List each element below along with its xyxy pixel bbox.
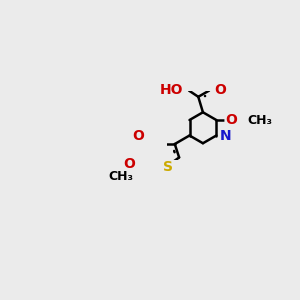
Text: O: O (123, 158, 135, 171)
Text: CH₃: CH₃ (108, 169, 133, 182)
Text: O: O (225, 113, 237, 127)
Text: O: O (132, 129, 144, 143)
Text: S: S (163, 160, 173, 174)
Text: CH₃: CH₃ (247, 113, 272, 127)
Text: N: N (219, 128, 231, 142)
Text: HO: HO (159, 83, 183, 97)
Text: O: O (214, 83, 226, 97)
